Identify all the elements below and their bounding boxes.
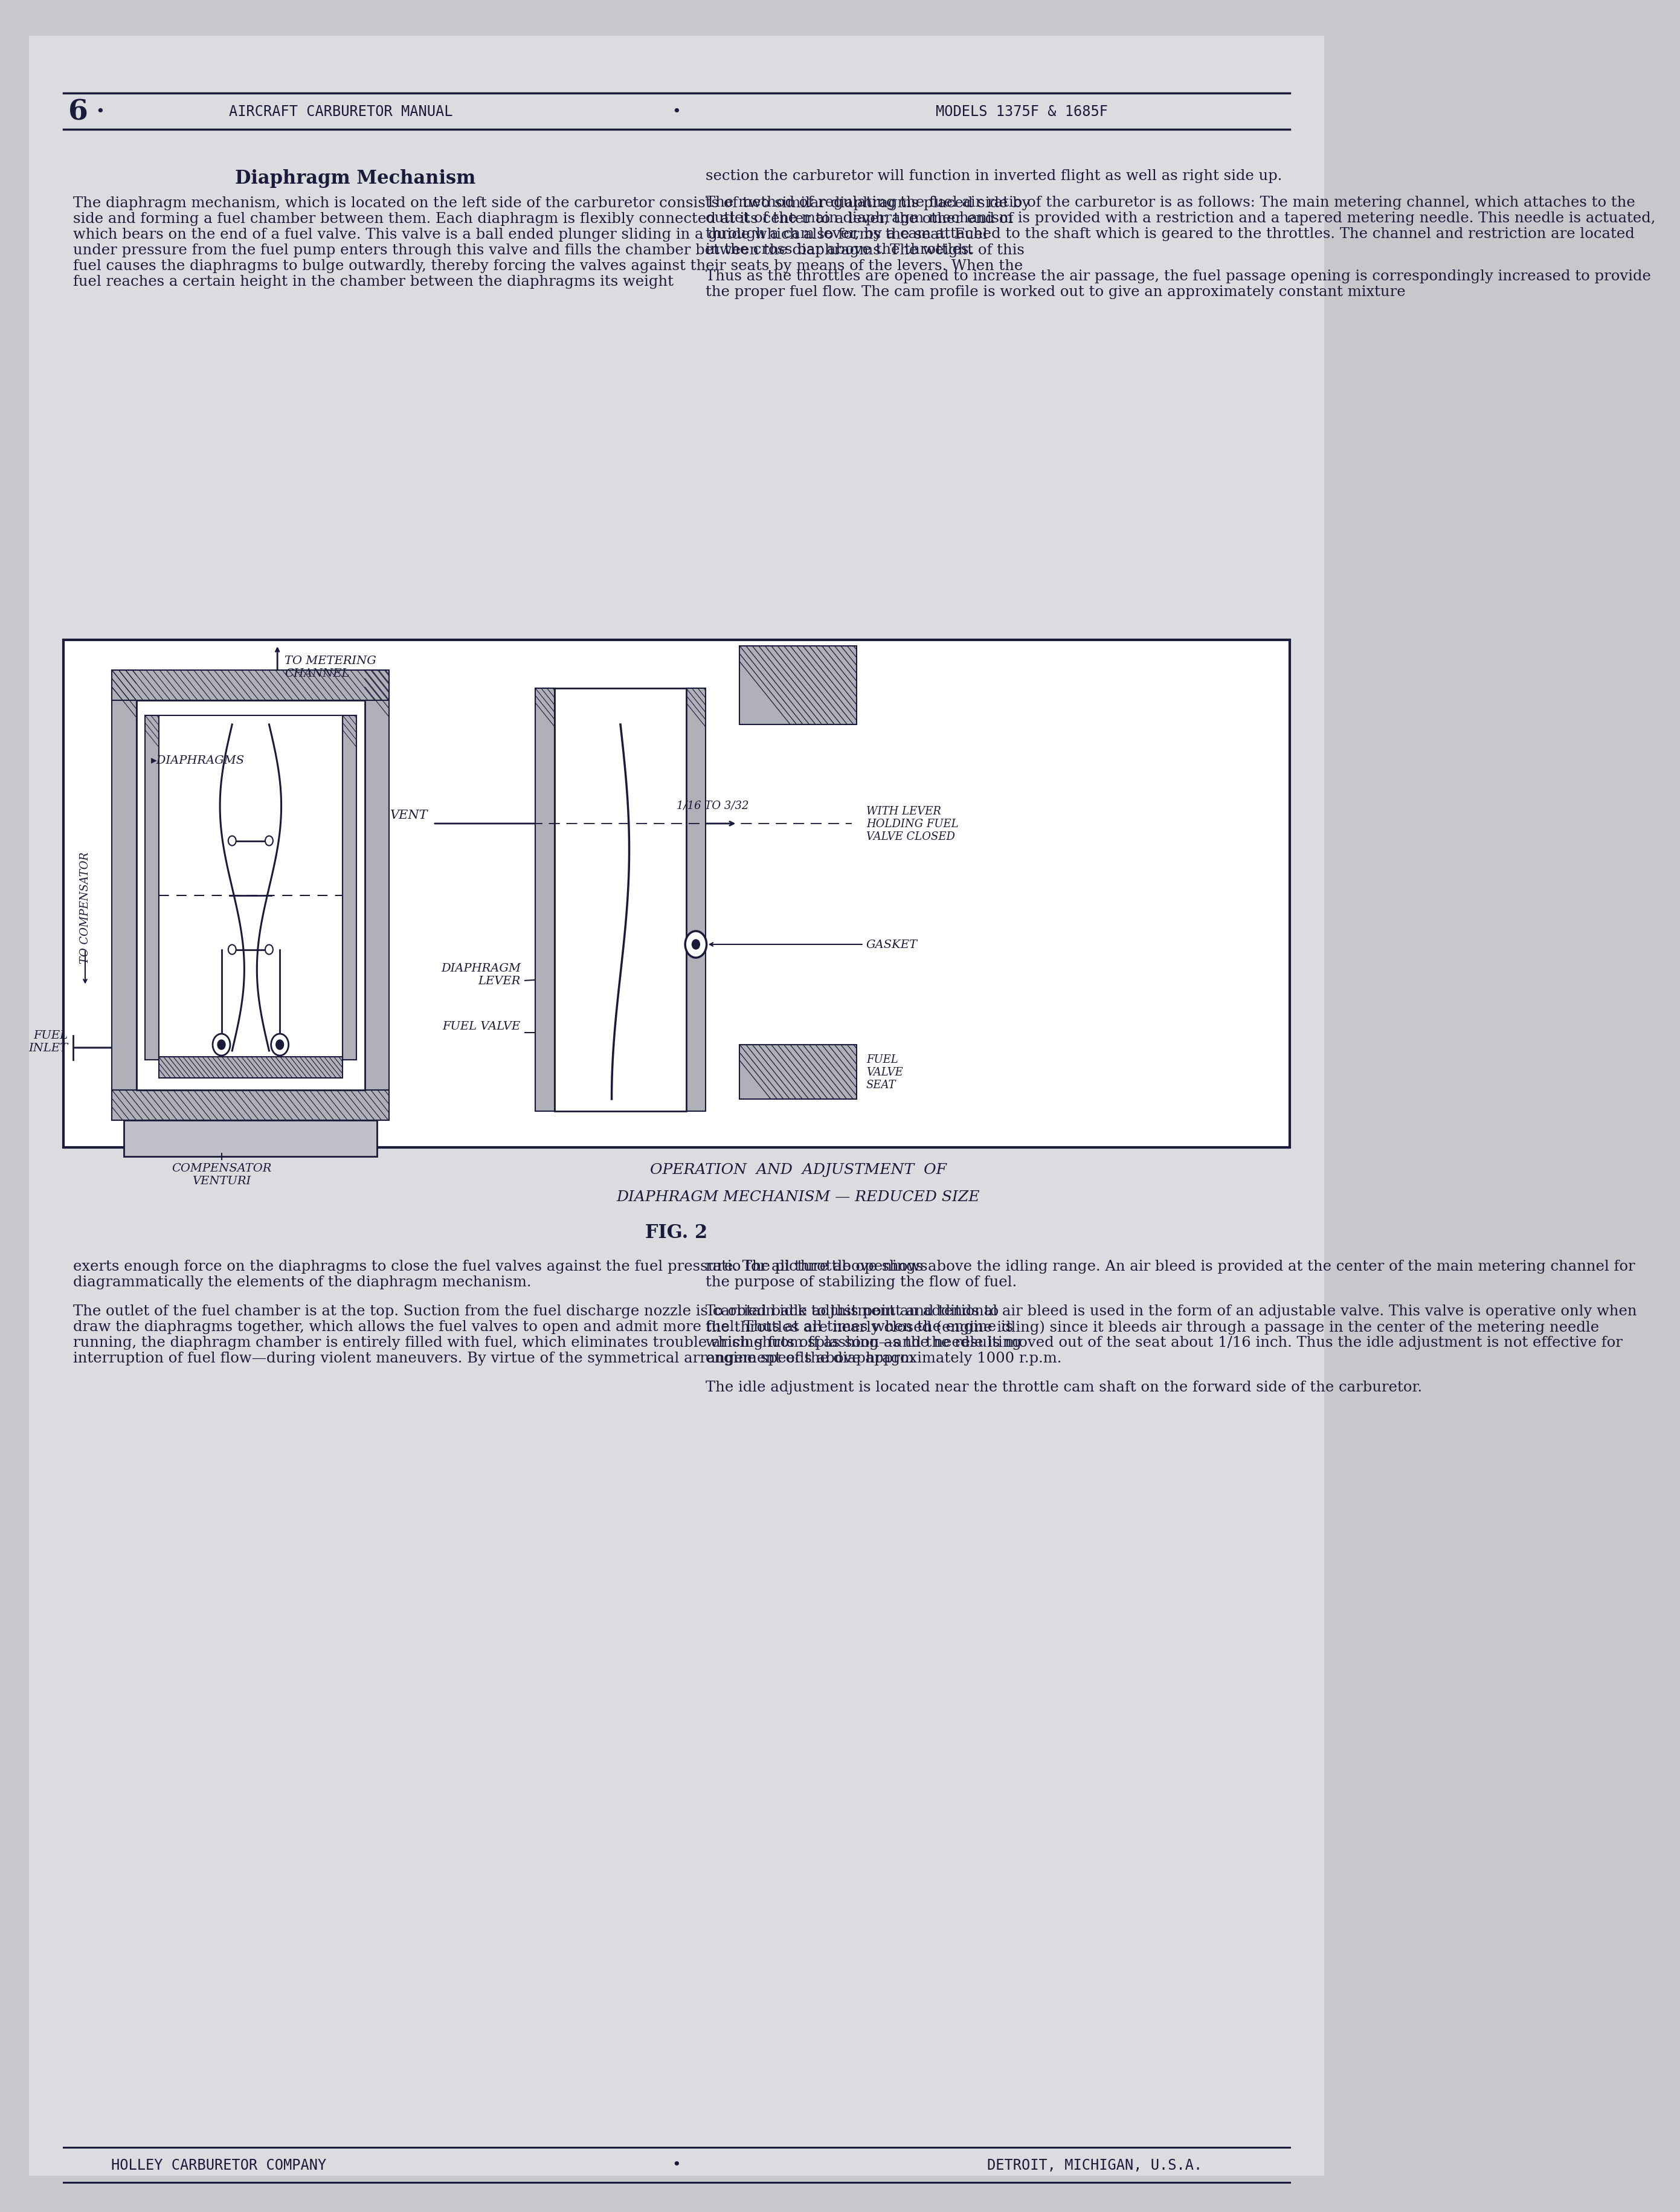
Circle shape (692, 940, 701, 949)
Circle shape (270, 1035, 289, 1055)
Text: through a cam lever, by a cam attached to the shaft which is geared to the throt: through a cam lever, by a cam attached t… (706, 228, 1635, 241)
Text: TO METERING
CHANNEL: TO METERING CHANNEL (284, 655, 376, 679)
Text: •: • (672, 2159, 680, 2172)
Text: WITH LEVER
HOLDING FUEL
VALVE CLOSED: WITH LEVER HOLDING FUEL VALVE CLOSED (867, 805, 958, 843)
Text: FUEL VALVE: FUEL VALVE (442, 1020, 521, 1031)
Polygon shape (158, 1057, 343, 1077)
Text: in the cross bar above the throttles.: in the cross bar above the throttles. (706, 243, 973, 257)
Text: FUEL
INLET: FUEL INLET (29, 1031, 69, 1053)
Text: FIG. 2: FIG. 2 (645, 1223, 707, 1241)
Bar (136, 701, 365, 1091)
Text: ratio for all throttle openings above the idling range. An air bleed is provided: ratio for all throttle openings above th… (706, 1259, 1635, 1274)
Circle shape (265, 945, 272, 956)
Text: fuel causes the diaphragms to bulge outwardly, thereby forcing the valves agains: fuel causes the diaphragms to bulge outw… (72, 259, 1023, 272)
Text: diagrammatically the elements of the diaphragm mechanism.: diagrammatically the elements of the dia… (72, 1274, 531, 1290)
Text: COMPENSATOR
VENTURI: COMPENSATOR VENTURI (171, 1164, 272, 1186)
Polygon shape (343, 717, 356, 1060)
Text: •: • (96, 104, 104, 119)
Text: MODELS 1375F & 1685F: MODELS 1375F & 1685F (936, 104, 1109, 119)
Polygon shape (144, 717, 158, 1060)
Text: running, the diaphragm chamber is entirely filled with fuel, which eliminates tr: running, the diaphragm chamber is entire… (72, 1336, 1021, 1349)
Text: DIAPHRAGM MECHANISM — REDUCED SIZE: DIAPHRAGM MECHANISM — REDUCED SIZE (617, 1190, 979, 1203)
Text: which shuts off as soon as the needle is moved out of the seat about 1/16 inch. : which shuts off as soon as the needle is… (706, 1336, 1623, 1349)
Text: 6: 6 (69, 97, 87, 126)
Polygon shape (739, 1044, 857, 1099)
Text: outlet of the main diaphragm mechanism is provided with a restriction and a tape: outlet of the main diaphragm mechanism i… (706, 212, 1655, 226)
Circle shape (213, 1035, 230, 1055)
Text: side and forming a fuel chamber between them. Each diaphragm is flexibly connect: side and forming a fuel chamber between … (72, 212, 1013, 226)
Text: DIAPHRAGM
LEVER: DIAPHRAGM LEVER (440, 962, 521, 987)
Circle shape (228, 836, 235, 845)
Text: VENT: VENT (390, 810, 428, 821)
Text: the throttles are nearly closed (engine idling) since it bleeds air through a pa: the throttles are nearly closed (engine … (706, 1321, 1599, 1334)
Text: the proper fuel flow. The cam profile is worked out to give an approximately con: the proper fuel flow. The cam profile is… (706, 285, 1406, 299)
Polygon shape (113, 1091, 390, 1121)
Text: under pressure from the fuel pump enters through this valve and fills the chambe: under pressure from the fuel pump enters… (72, 243, 1025, 257)
Text: exerts enough force on the diaphragms to close the fuel valves against the fuel : exerts enough force on the diaphragms to… (72, 1259, 927, 1274)
Text: DETROIT, MICHIGAN, U.S.A.: DETROIT, MICHIGAN, U.S.A. (988, 2157, 1203, 2172)
Text: draw the diaphragms together, which allows the fuel valves to open and admit mor: draw the diaphragms together, which allo… (72, 1321, 1013, 1334)
Text: •: • (672, 104, 680, 119)
Circle shape (276, 1040, 284, 1051)
Text: HOLLEY CARBURETOR COMPANY: HOLLEY CARBURETOR COMPANY (111, 2157, 326, 2172)
Polygon shape (739, 646, 857, 726)
Text: 1/16 TO 3/32: 1/16 TO 3/32 (677, 801, 749, 810)
Text: The diaphragm mechanism, which is located on the left side of the carburetor con: The diaphragm mechanism, which is locate… (72, 197, 1030, 210)
Text: engine speeds above approximately 1000 r.p.m.: engine speeds above approximately 1000 r… (706, 1352, 1062, 1365)
Text: the purpose of stabilizing the flow of fuel.: the purpose of stabilizing the flow of f… (706, 1274, 1016, 1290)
Text: The method of regulating the fuel air ratio of the carburetor is as follows: The: The method of regulating the fuel air ra… (706, 195, 1635, 210)
Polygon shape (365, 670, 390, 1121)
Circle shape (265, 836, 272, 845)
Text: Thus as the throttles are opened to increase the air passage, the fuel passage o: Thus as the throttles are opened to incr… (706, 270, 1651, 283)
Text: interruption of fuel flow—during violent maneuvers. By virtue of the symmetrical: interruption of fuel flow—during violent… (72, 1352, 914, 1365)
Polygon shape (536, 688, 554, 1110)
Text: To obtain idle adjustment an additional air bleed is used in the form of an adju: To obtain idle adjustment an additional … (706, 1305, 1636, 1318)
Circle shape (685, 931, 707, 958)
Text: TO COMPENSATOR: TO COMPENSATOR (79, 852, 91, 964)
Text: The outlet of the fuel chamber is at the top. Suction from the fuel discharge no: The outlet of the fuel chamber is at the… (72, 1305, 998, 1318)
Text: AIRCRAFT CARBURETOR MANUAL: AIRCRAFT CARBURETOR MANUAL (228, 104, 452, 119)
Bar (158, 717, 343, 1060)
Text: ▸DIAPHRAGMS: ▸DIAPHRAGMS (151, 754, 245, 765)
Text: The idle adjustment is located near the throttle cam shaft on the forward side o: The idle adjustment is located near the … (706, 1380, 1423, 1394)
Bar (64, 639, 1290, 1148)
Text: which bears on the end of a fuel valve. This valve is a ball ended plunger slidi: which bears on the end of a fuel valve. … (72, 228, 988, 241)
Text: GASKET: GASKET (867, 940, 917, 951)
Text: fuel reaches a certain height in the chamber between the diaphragms its weight: fuel reaches a certain height in the cha… (72, 274, 674, 290)
Circle shape (217, 1040, 225, 1051)
Circle shape (228, 945, 235, 956)
Text: FUEL
VALVE
SEAT: FUEL VALVE SEAT (867, 1055, 902, 1091)
Polygon shape (685, 688, 706, 1110)
Polygon shape (113, 670, 136, 1121)
Text: section the carburetor will function in inverted flight as well as right side up: section the carburetor will function in … (706, 168, 1282, 184)
Bar (554, 688, 685, 1110)
Polygon shape (113, 670, 390, 701)
Text: OPERATION  AND  ADJUSTMENT  OF: OPERATION AND ADJUSTMENT OF (650, 1164, 946, 1177)
Bar (124, 1121, 376, 1157)
Text: Diaphragm Mechanism: Diaphragm Mechanism (235, 168, 475, 188)
